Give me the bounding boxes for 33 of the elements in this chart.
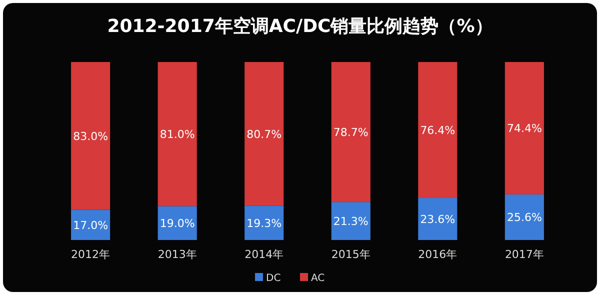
data-label: 80.7% <box>246 128 282 141</box>
data-label: 21.3% <box>333 215 368 228</box>
bar <box>418 62 458 198</box>
bar <box>158 62 197 206</box>
bar <box>71 210 110 240</box>
bar <box>71 62 110 210</box>
data-label: 25.6% <box>506 211 542 224</box>
data-label: 74.4% <box>506 122 542 136</box>
bar <box>418 198 458 240</box>
bar <box>331 202 370 240</box>
x-tick-label: 2014年 <box>244 248 284 261</box>
bar <box>244 206 284 240</box>
bar <box>504 194 544 240</box>
data-label: 78.7% <box>333 126 368 140</box>
x-tick-label: 2015年 <box>331 248 370 261</box>
bar <box>158 206 197 240</box>
data-label: 23.6% <box>420 212 456 226</box>
x-tick-label: 2012年 <box>71 248 110 261</box>
chart-title: 2012-2017年空调AC/DC销量比例趋势（%） <box>107 16 493 37</box>
data-label: 17.0% <box>73 218 108 232</box>
data-label: 76.4% <box>420 124 456 137</box>
data-label: 81.0% <box>160 128 195 142</box>
legend-label: AC <box>311 273 325 284</box>
bar <box>504 62 544 194</box>
bar <box>331 62 370 202</box>
data-label: 19.0% <box>160 217 195 230</box>
data-label: 19.3% <box>246 216 282 230</box>
x-tick-label: 2016年 <box>418 248 458 261</box>
legend-label: DC <box>266 273 281 284</box>
bar <box>244 62 284 206</box>
x-tick-label: 2013年 <box>158 248 197 261</box>
x-tick-label: 2017年 <box>504 248 544 261</box>
data-label: 83.0% <box>73 130 108 143</box>
